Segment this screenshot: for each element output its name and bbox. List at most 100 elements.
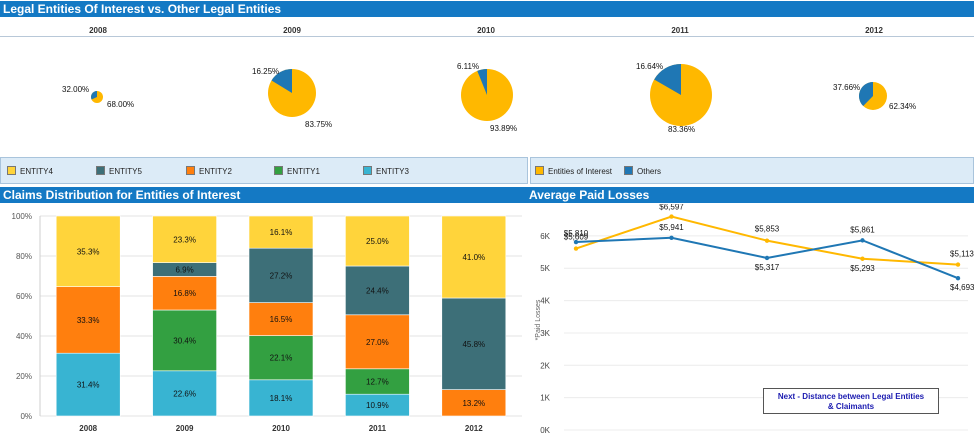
bar-data-label: 16.8% <box>173 289 196 298</box>
pie-charts <box>91 64 887 126</box>
line-y-axis-label: *Paid Losses <box>535 299 542 340</box>
bar-data-label: 16.5% <box>270 315 293 324</box>
legend-swatch <box>96 166 105 175</box>
line-data-label: $5,853 <box>755 225 780 234</box>
line-point-others-2010 <box>764 255 770 261</box>
bar-data-label: 33.3% <box>77 316 100 325</box>
bar-data-label: 41.0% <box>462 253 485 262</box>
year-header-2011: 2011 <box>671 26 689 35</box>
next-distance-button[interactable]: Next - Distance between Legal Entities &… <box>763 388 939 414</box>
legend-label: Entities of Interest <box>548 167 613 176</box>
bar-segment-entity1-2009 <box>152 309 217 372</box>
line-y-tick: 0K <box>540 426 550 435</box>
line-data-label: $5,810 <box>564 229 589 238</box>
pie-label-2011-interest: 83.36% <box>668 125 696 134</box>
legend-item-entity2[interactable]: ENTITY2 <box>186 166 232 176</box>
bar-segment-entity2-2008 <box>55 286 121 354</box>
bar-data-label: 35.3% <box>77 247 100 256</box>
line-y-tick: 6K <box>540 232 550 241</box>
pie-section-title: Legal Entities Of Interest vs. Other Leg… <box>0 1 974 17</box>
bar-segment-entity1-2010 <box>248 335 314 381</box>
paid-losses-line-chart: 0K 1K 2K 3K 4K 5K 6K *Paid Losses $5,609 $6,597 $5… <box>535 204 974 435</box>
line-data-label: $5,941 <box>659 223 684 232</box>
legend-swatch <box>624 166 633 175</box>
bar-data-label: 27.2% <box>270 271 293 280</box>
bar-y-tick: 20% <box>16 372 32 381</box>
bar-x-tick: 2008 <box>79 424 97 433</box>
pie-label-2008-interest: 68.00% <box>107 100 135 109</box>
legend-item-entity4[interactable]: ENTITY4 <box>7 166 53 176</box>
bar-x-tick: 2012 <box>465 424 483 433</box>
claims-bar-chart: 0% 20% 40% 60% 80% 100% 31.4% 33.3% 35.3% 2008 22.… <box>12 212 522 433</box>
pie-label-2008-others: 32.00% <box>62 85 90 94</box>
year-header-2009: 2009 <box>283 26 301 35</box>
bar-data-label: 18.1% <box>270 394 293 403</box>
year-header-2010: 2010 <box>477 26 495 35</box>
bar-segment-entity5-2010 <box>248 247 314 303</box>
legend-label: ENTITY1 <box>287 167 320 176</box>
bar-segment-entity2-2011 <box>345 314 410 370</box>
legend-item-others[interactable]: Others <box>624 166 661 176</box>
line-data-label: $5,317 <box>755 263 780 272</box>
bar-data-label: 10.9% <box>366 401 389 410</box>
bar-data-label: 45.8% <box>462 340 485 349</box>
legend-label: ENTITY5 <box>109 167 142 176</box>
bar-segment-entity4-2009 <box>152 215 217 263</box>
bar-data-label: 31.4% <box>77 381 100 390</box>
legend-item-entity3[interactable]: ENTITY3 <box>363 166 409 176</box>
line-point-interest-2009 <box>669 214 674 219</box>
line-y-tick: 2K <box>540 361 550 370</box>
legend-item-entities-of-interest[interactable]: Entities of Interest <box>535 166 612 176</box>
bar-segment-entity1-2011 <box>345 368 410 395</box>
pie-slice-others-2009 <box>271 69 292 93</box>
bar-y-tick: 80% <box>16 252 32 261</box>
legend-item-entity5[interactable]: ENTITY5 <box>96 166 142 176</box>
bar-x-tick: 2010 <box>272 424 290 433</box>
bar-data-label: 22.6% <box>173 389 196 398</box>
line-data-label: $4,693 <box>950 283 974 292</box>
pie-slice-others-2008 <box>91 91 97 100</box>
interest-legend: Entities of Interest Others <box>530 157 974 184</box>
bar-y-tick: 40% <box>16 332 32 341</box>
pie-label-2011-others: 16.64% <box>636 62 664 71</box>
pie-label-2009-others: 16.25% <box>252 67 280 76</box>
bar-data-label: 12.7% <box>366 378 389 387</box>
bar-data-label: 25.0% <box>366 237 389 246</box>
bar-data-label: 16.1% <box>270 228 293 237</box>
bar-data-label: 30.4% <box>173 336 196 345</box>
line-chart-title: Average Paid Losses <box>526 187 974 203</box>
legend-label: ENTITY3 <box>376 167 409 176</box>
pie-slice-others-2012 <box>859 82 873 106</box>
pie-label-2010-interest: 93.89% <box>490 124 518 133</box>
legend-swatch <box>7 166 16 175</box>
pie-slice-others-2010 <box>477 69 487 95</box>
legend-item-entity1[interactable]: ENTITY1 <box>274 166 320 176</box>
bar-y-tick: 0% <box>20 412 32 421</box>
bar-segment-entity3-2009 <box>152 370 217 417</box>
line-point-interest-2008 <box>573 246 579 251</box>
legend-label: Others <box>637 167 662 176</box>
bar-segment-entity3-2010 <box>248 379 314 417</box>
bar-data-label: 23.3% <box>173 235 196 244</box>
line-y-tick: 3K <box>540 329 550 338</box>
line-y-tick: 4K <box>540 297 550 306</box>
bar-segment-entity4-2010 <box>248 215 314 249</box>
bar-segment-entity5-2012 <box>441 297 507 390</box>
entity-legend: ENTITY4 ENTITY5 ENTITY2 ENTITY1 ENTITY3 <box>0 157 528 184</box>
line-data-label: $6,597 <box>659 204 684 212</box>
pie-label-2009-interest: 83.75% <box>305 120 333 129</box>
bar-segment-entity2-2012 <box>441 389 507 417</box>
next-button-line2: & Claimants <box>827 402 875 411</box>
line-data-label: $5,113 <box>950 250 974 259</box>
line-point-interest-2011 <box>860 256 865 261</box>
year-header-2008: 2008 <box>89 26 107 35</box>
line-data-label: $5,609 <box>564 233 589 242</box>
pie-slice-others-2011 <box>654 64 681 95</box>
bar-x-tick: 2011 <box>369 424 387 433</box>
bar-data-label: 13.2% <box>462 399 485 408</box>
bar-data-label: 6.9% <box>175 266 193 275</box>
bar-chart-title: Claims Distribution for Entities of Inte… <box>0 187 526 203</box>
line-y-tick: 1K <box>540 394 550 403</box>
bar-segment-entity2-2009 <box>152 276 217 311</box>
legend-swatch <box>363 166 372 175</box>
